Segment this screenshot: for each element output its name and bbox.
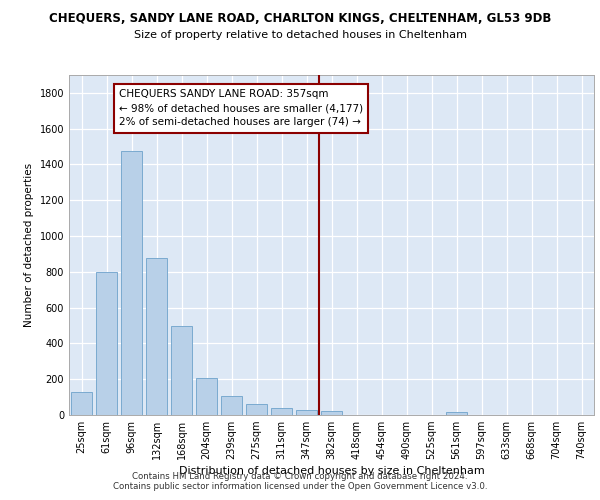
Text: CHEQUERS, SANDY LANE ROAD, CHARLTON KINGS, CHELTENHAM, GL53 9DB: CHEQUERS, SANDY LANE ROAD, CHARLTON KING…: [49, 12, 551, 26]
Bar: [96, 272, 117, 415]
Text: Contains HM Land Registry data © Crown copyright and database right 2024.: Contains HM Land Registry data © Crown c…: [132, 472, 468, 481]
Bar: [146, 258, 167, 415]
Text: CHEQUERS SANDY LANE ROAD: 357sqm
← 98% of detached houses are smaller (4,177)
2%: CHEQUERS SANDY LANE ROAD: 357sqm ← 98% o…: [119, 90, 363, 128]
Bar: [271, 408, 292, 415]
Bar: [246, 404, 267, 415]
Text: Size of property relative to detached houses in Cheltenham: Size of property relative to detached ho…: [133, 30, 467, 40]
Bar: [321, 410, 342, 415]
Bar: [221, 396, 242, 415]
Y-axis label: Number of detached properties: Number of detached properties: [24, 163, 34, 327]
Bar: [196, 378, 217, 415]
X-axis label: Distribution of detached houses by size in Cheltenham: Distribution of detached houses by size …: [179, 466, 484, 476]
Bar: [171, 326, 192, 415]
Text: Contains public sector information licensed under the Open Government Licence v3: Contains public sector information licen…: [113, 482, 487, 491]
Bar: [446, 412, 467, 415]
Bar: [296, 410, 317, 415]
Bar: [71, 392, 92, 415]
Bar: [121, 151, 142, 415]
